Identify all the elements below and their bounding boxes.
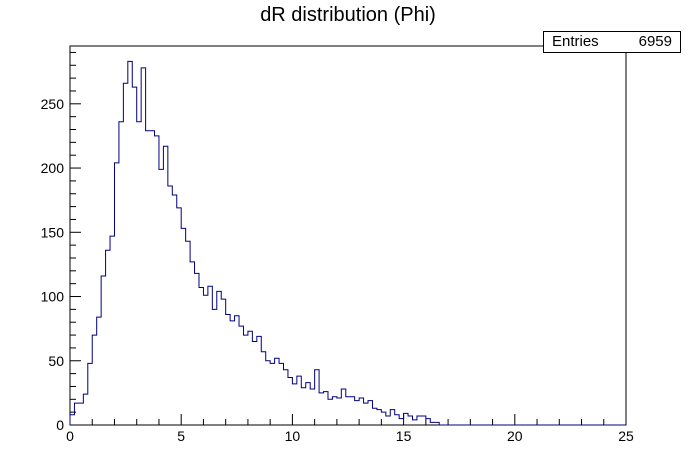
y-tick-label: 100 [41, 289, 65, 305]
stats-box: Entries 6959 [543, 31, 681, 53]
x-tick-label: 25 [618, 428, 634, 444]
x-tick-label: 10 [285, 428, 301, 444]
x-tick-label: 5 [177, 428, 185, 444]
y-tick-label: 200 [41, 160, 65, 176]
chart-title: dR distribution (Phi) [260, 4, 436, 26]
y-tick-label: 0 [56, 417, 64, 433]
x-tick-label: 15 [396, 428, 412, 444]
y-tick-label: 150 [41, 224, 65, 240]
entries-label: Entries [552, 33, 599, 50]
entries-value: 6959 [638, 33, 672, 50]
x-tick-label: 0 [66, 428, 74, 444]
plot-frame [69, 45, 627, 426]
y-tick-label: 50 [48, 353, 64, 369]
y-tick-label: 250 [41, 96, 65, 112]
histogram-line [69, 60, 626, 426]
x-tick-label: 20 [507, 428, 523, 444]
